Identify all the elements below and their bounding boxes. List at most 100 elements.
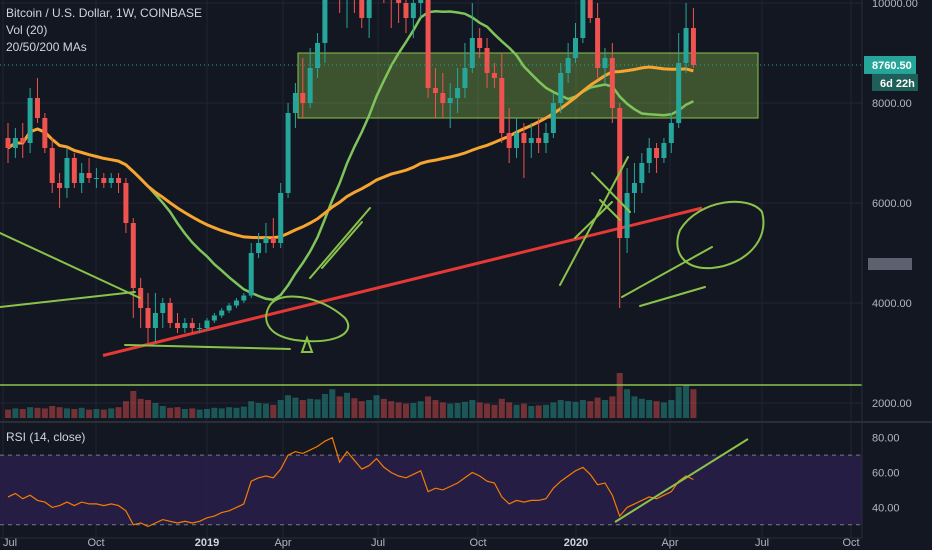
volume-bar: [181, 409, 188, 418]
volume-bar: [594, 397, 601, 418]
candle-body: [34, 98, 40, 118]
volume-bar: [41, 408, 48, 418]
wedge-line-a: [559, 156, 629, 286]
candle-body: [93, 178, 99, 179]
volume-bar: [255, 403, 262, 418]
candle-body: [64, 158, 70, 188]
candle-body: [366, 0, 372, 18]
descending-trendline: [0, 232, 141, 299]
candle-body: [572, 38, 578, 58]
candle-body: [197, 328, 203, 329]
volume-bar: [86, 409, 93, 418]
channel-line-a: [309, 207, 371, 279]
volume-bar: [292, 397, 299, 418]
volume-bar: [115, 407, 122, 418]
volume-bar: [270, 404, 277, 418]
candle-body: [595, 18, 601, 68]
volume-bar: [226, 407, 233, 418]
volume-bar: [528, 406, 535, 418]
volume-bar: [277, 400, 284, 418]
time-tick-label: Apr: [274, 537, 291, 549]
candle-body: [550, 103, 556, 133]
countdown-value: 6d 22h: [880, 78, 915, 90]
candle-body: [646, 148, 652, 163]
rsi-tick-label: 80.00: [872, 433, 900, 445]
volume-bar: [159, 406, 166, 418]
volume-bar: [565, 401, 572, 418]
volume-bar: [668, 400, 675, 418]
rsi-trendline: [614, 438, 749, 523]
wedge-line-b: [591, 172, 631, 213]
volume-bar: [646, 400, 653, 418]
candle-body: [248, 253, 254, 296]
volume-bar: [402, 403, 409, 418]
volume-bar: [410, 403, 417, 418]
circle-annotation-april: [265, 295, 350, 343]
volume-bar: [388, 401, 395, 418]
volume-bar: [321, 394, 328, 418]
candle-body: [226, 305, 232, 311]
candle-body: [233, 300, 239, 306]
time-tick-label: Oct: [87, 537, 104, 549]
last-price-value: 8760.50: [872, 60, 912, 72]
candle-body: [315, 43, 321, 68]
candle-body: [12, 138, 18, 148]
rsi-legend[interactable]: RSI (14, close): [6, 430, 86, 444]
volume-bar: [454, 403, 461, 418]
volume-bar: [484, 403, 491, 418]
volume-bar: [196, 409, 203, 418]
volume-bar: [122, 401, 129, 418]
volume-bar: [675, 386, 682, 418]
volume-bar: [572, 401, 579, 418]
volume-bar: [314, 399, 321, 418]
candle-body: [469, 38, 475, 68]
volume-bar: [12, 408, 19, 418]
volume-bar: [27, 407, 34, 418]
candle-body: [189, 323, 195, 328]
channel-line-d: [639, 286, 706, 307]
symbol-title[interactable]: Bitcoin / U.S. Dollar, 1W, COINBASE: [6, 6, 203, 20]
candle-body: [241, 295, 247, 301]
volume-bar: [145, 400, 152, 418]
candle-body: [432, 88, 438, 93]
drawing-zone-layer: [297, 52, 759, 119]
volume-bar: [344, 392, 351, 418]
candle-body: [307, 68, 313, 103]
candle-body: [661, 143, 667, 158]
ascending-trendline-left: [0, 291, 136, 308]
candle-body: [42, 118, 48, 148]
volume-bar: [587, 401, 594, 418]
volume-bar: [34, 407, 41, 418]
candle-body: [204, 320, 210, 328]
wedge-line-c: [574, 201, 613, 239]
volume-bar: [425, 396, 432, 418]
candle-body: [160, 303, 166, 313]
candle-body: [130, 223, 136, 288]
volume-bar: [93, 409, 100, 418]
channel-line-b: [321, 221, 363, 269]
volume-bar: [380, 398, 387, 418]
candle-body: [609, 58, 615, 108]
candle-body: [631, 183, 637, 193]
candle-body: [639, 163, 645, 183]
candle-body: [145, 308, 151, 328]
candle-body: [20, 138, 26, 143]
volume-bar: [203, 409, 210, 418]
volume-legend[interactable]: Vol (20): [6, 23, 48, 37]
volume-bar: [557, 400, 564, 418]
candle-body: [322, 0, 328, 43]
candle-body: [152, 313, 158, 328]
volume-bar: [233, 407, 240, 418]
candle-body: [263, 238, 269, 243]
candle-body: [49, 148, 55, 183]
volume-bars: [5, 373, 697, 418]
volume-bar: [137, 398, 144, 418]
candle-body: [359, 0, 365, 18]
ma-legend[interactable]: 20/50/200 MAs: [6, 40, 87, 54]
channel-line-c: [621, 246, 713, 298]
volume-bar: [19, 409, 26, 418]
volume-bar: [520, 403, 527, 418]
price-badges: 8760.50 6d 22h: [864, 55, 918, 270]
